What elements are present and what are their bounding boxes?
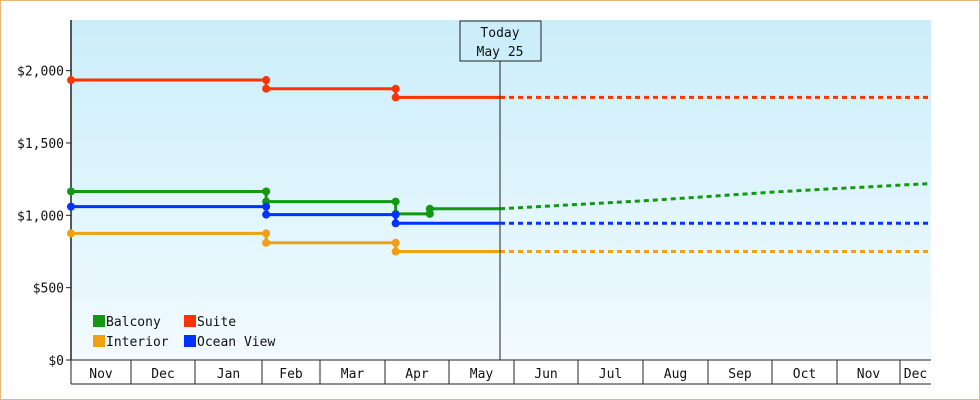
x-tick-label: Dec <box>151 367 174 382</box>
data-point-interior[interactable] <box>391 238 400 247</box>
data-point-interior[interactable] <box>262 238 271 247</box>
legend-swatch-suite <box>184 315 196 327</box>
data-point-ocean-view[interactable] <box>262 202 271 211</box>
x-tick-label: Jul <box>599 367 622 382</box>
y-tick-label: $2,000 <box>17 65 64 80</box>
x-tick-label: Jan <box>217 367 240 382</box>
x-tick-label: Dec <box>904 367 927 382</box>
x-tick-label: Nov <box>857 367 881 382</box>
legend-swatch-interior <box>93 335 105 347</box>
data-point-interior[interactable] <box>67 229 75 238</box>
data-point-ocean-view[interactable] <box>391 219 400 228</box>
legend-label-suite: Suite <box>197 315 236 330</box>
series-history-suite <box>71 78 500 99</box>
x-tick-label: Mar <box>341 367 365 382</box>
data-point-ocean-view[interactable] <box>262 210 271 219</box>
x-tick-label: Aug <box>664 367 687 382</box>
legend-label-interior: Interior <box>106 335 169 350</box>
data-point-suite[interactable] <box>391 93 400 102</box>
legend-label-balcony: Balcony <box>106 315 161 330</box>
today-box <box>459 20 542 62</box>
y-tick-label: $0 <box>48 354 64 369</box>
data-point-balcony[interactable] <box>67 187 75 196</box>
x-tick-label: Feb <box>279 367 303 382</box>
y-tick-label: $500 <box>33 282 64 297</box>
data-point-suite[interactable] <box>67 76 75 85</box>
legend-swatch-ocean-view <box>184 335 196 347</box>
legend-swatch-balcony <box>93 315 105 327</box>
data-point-ocean-view[interactable] <box>391 210 400 219</box>
x-tick-label: Nov <box>89 367 113 382</box>
data-point-interior[interactable] <box>262 229 271 238</box>
x-tick-label: Jun <box>534 367 557 382</box>
data-point-suite[interactable] <box>262 84 271 93</box>
x-tick-label: Sep <box>728 367 752 382</box>
series-history-interior <box>71 231 500 253</box>
series-forecast-balcony <box>499 181 932 211</box>
data-point-interior[interactable] <box>391 247 400 256</box>
x-tick-label: Oct <box>793 367 816 382</box>
today-label: Today <box>480 26 519 41</box>
data-point-ocean-view[interactable] <box>67 202 75 211</box>
data-point-suite[interactable] <box>262 76 271 85</box>
data-point-balcony[interactable] <box>425 204 434 213</box>
data-point-suite[interactable] <box>391 84 400 93</box>
x-tick-label: Apr <box>405 367 429 382</box>
y-tick-label: $1,500 <box>17 137 64 152</box>
data-point-balcony[interactable] <box>391 197 400 206</box>
data-point-balcony[interactable] <box>262 187 271 196</box>
y-tick-label: $1,000 <box>17 209 64 224</box>
legend-label-ocean-view: Ocean View <box>197 335 275 350</box>
today-date: May 25 <box>477 45 524 60</box>
series-history-ocean-view <box>71 205 500 225</box>
x-tick-label: May <box>470 367 494 382</box>
